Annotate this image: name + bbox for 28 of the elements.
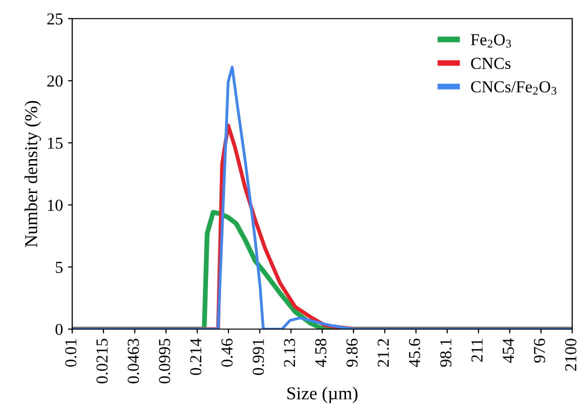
x-tick-label: 0.0995 bbox=[158, 338, 170, 384]
y-tick-label: 0 bbox=[56, 324, 63, 336]
x-tick-label: 0.991 bbox=[252, 339, 264, 376]
y-tick-label: 20 bbox=[47, 75, 63, 87]
legend-label: CNCs bbox=[471, 58, 511, 70]
x-tick-label: 0.0463 bbox=[128, 338, 140, 384]
x-tick-label: 976 bbox=[534, 338, 546, 363]
y-tick-label: 5 bbox=[56, 262, 63, 273]
y-tick-label: 15 bbox=[48, 138, 63, 149]
x-tick-label: 2.13 bbox=[284, 338, 296, 367]
y-axis-title: Number density (%) bbox=[24, 100, 41, 248]
x-tick-label: 0.46 bbox=[221, 338, 233, 367]
legend-label: Fe$_{2}$O$_{3}$ bbox=[470, 34, 511, 48]
x-tick-label: 4.58 bbox=[315, 338, 326, 367]
x-tick-label: 45.6 bbox=[408, 338, 420, 367]
x-tick-label: 454 bbox=[502, 338, 514, 363]
x-tick-label: 2100 bbox=[565, 338, 576, 371]
x-tick-label: 9.86 bbox=[346, 338, 358, 367]
x-tick-label: 0.214 bbox=[190, 338, 202, 376]
x-axis-title: Size (µm) bbox=[287, 386, 358, 404]
y-tick-label: 10 bbox=[48, 200, 63, 211]
x-tick-label: 0.01 bbox=[65, 339, 76, 367]
x-tick-label: 98.1 bbox=[440, 339, 452, 367]
x-tick-label: 21.2 bbox=[378, 339, 389, 367]
y-tick-label: 25 bbox=[47, 13, 63, 25]
legend-label: CNCs/Fe$_{2}$O$_{3}$ bbox=[471, 81, 556, 95]
x-tick-label: 0.0215 bbox=[96, 338, 108, 384]
x-tick-label: 211 bbox=[471, 339, 482, 362]
